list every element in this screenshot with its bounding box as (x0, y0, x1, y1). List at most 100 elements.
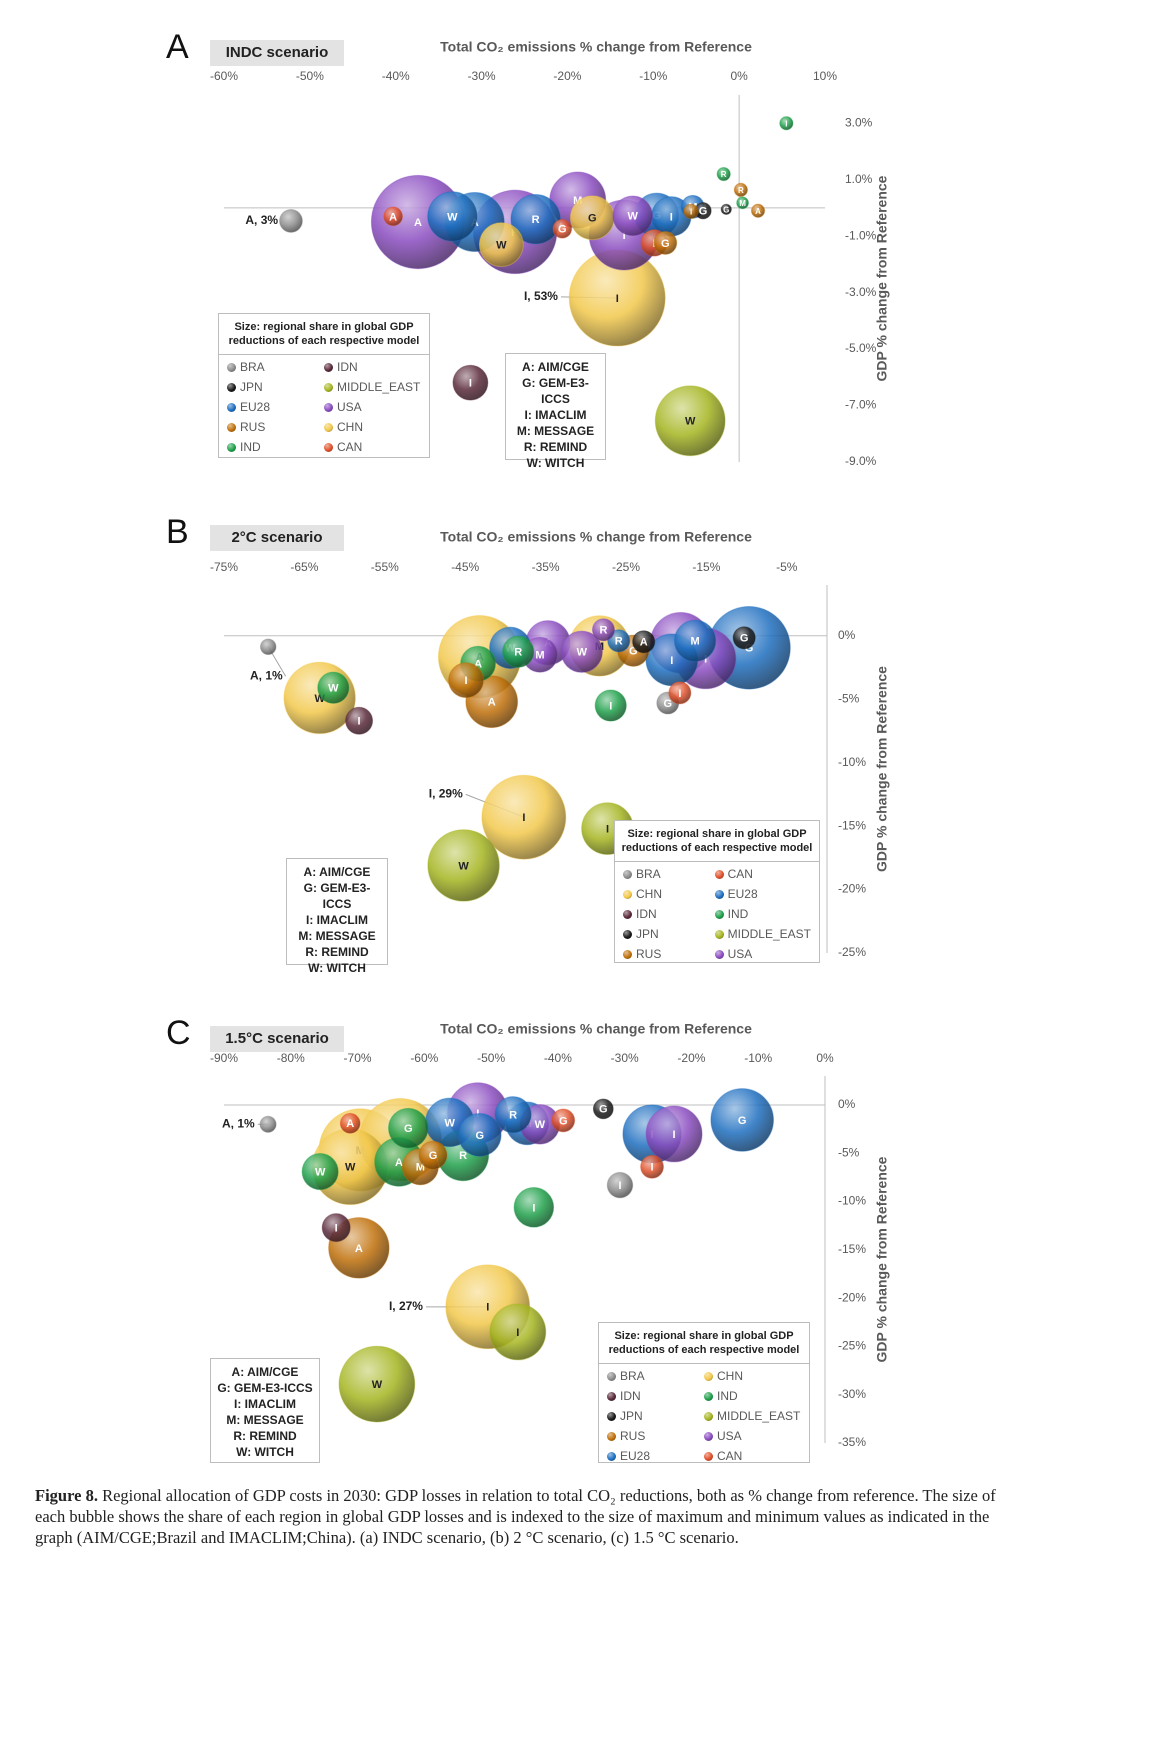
annotation: I, 53% (524, 289, 558, 303)
legend-swatch (714, 929, 724, 939)
legend-label: USA (717, 1429, 742, 1443)
bubble (779, 116, 794, 131)
legend-label: MIDDLE_EAST (727, 927, 811, 941)
legend-grid: BRA CAN CHN EU28 IDN IND JPN MIDDLE_EAST RUS USA (615, 862, 819, 966)
x-tick-label: 0% (730, 69, 748, 83)
legend-item: BRA (607, 1368, 704, 1384)
legend-item: MIDDLE_EAST (704, 1408, 801, 1424)
bubble-label: R (514, 647, 522, 659)
legend-item: USA (714, 946, 811, 962)
legend-grid: BRA CHN IDN IND JPN MIDDLE_EAST RUS USA EU28 CAN (599, 1364, 809, 1468)
legend-label: IND (717, 1389, 738, 1403)
bubble-label: A (640, 637, 648, 649)
legend-item: RUS (607, 1428, 704, 1444)
legend-swatch (227, 442, 236, 452)
bubble-label: A (346, 1118, 354, 1130)
bubble-label: G (661, 238, 670, 250)
bubble (259, 1115, 277, 1133)
bubble-label: R (509, 1110, 517, 1122)
bubble-label: I (670, 211, 673, 223)
bubble-label: A (755, 207, 761, 216)
y-tick-label: -30% (838, 1387, 866, 1401)
x-axis-title: Total CO₂ emissions % change from Refere… (440, 1021, 752, 1037)
caption: Figure 8. Regional allocation of GDP cos… (35, 1485, 1027, 1548)
legend-label: CHN (636, 887, 662, 901)
y-tick-label: -10% (838, 755, 866, 769)
bubble-label: I (785, 119, 787, 128)
bubble (720, 203, 732, 215)
legend-label: JPN (636, 927, 659, 941)
bubble-label: G (723, 205, 729, 214)
legend-item: IDN (324, 359, 421, 375)
legend-swatch (623, 869, 632, 879)
bubble (732, 626, 756, 650)
model-key-entry: R: REMIND (233, 1429, 297, 1443)
legend-label: CAN (727, 867, 753, 881)
bubble-label: I (335, 1223, 338, 1235)
bubble (606, 1171, 634, 1199)
caption-label: Figure 8. (35, 1486, 98, 1505)
x-axis-title: Total CO₂ emissions % change from Refere… (440, 39, 752, 55)
bubble-label: M (535, 650, 544, 662)
legend-title: Size: regional share in global GDP reduc… (599, 1323, 809, 1364)
x-tick-label: -30% (611, 1051, 639, 1065)
panel-title: 1.5°C scenario (210, 1026, 344, 1052)
y-tick-label: -5% (838, 1145, 860, 1159)
bubble (510, 194, 561, 245)
bubble (607, 629, 631, 653)
x-tick-label: 10% (813, 69, 837, 83)
x-tick-label: -90% (210, 1051, 238, 1065)
bubble-label: W (627, 211, 638, 223)
legend-label: CAN (717, 1449, 743, 1463)
legend-item: JPN (227, 379, 324, 395)
x-tick-label: -50% (477, 1051, 505, 1065)
model-key-entry: G: GEM-E3-ICCS (217, 1381, 313, 1395)
bubble-label: M (739, 199, 746, 208)
model-key-entry: W: WITCH (526, 456, 585, 470)
panel-letter: A (166, 28, 189, 66)
annotation: I, 27% (389, 1299, 423, 1313)
bubble (481, 774, 567, 860)
legend-swatch (324, 442, 333, 452)
bubble-label: R (532, 214, 540, 226)
y-tick-label: 0% (838, 1097, 856, 1111)
bubble-label: R (738, 186, 744, 195)
x-tick-label: -15% (692, 560, 720, 574)
legend-label: BRA (240, 360, 265, 374)
bubble-label: W (535, 1119, 546, 1131)
annotation: A, 1% (250, 669, 283, 683)
bubble-label: G (745, 643, 754, 655)
legend-swatch (324, 422, 333, 432)
x-tick-label: -50% (296, 69, 324, 83)
model-key-entry: G: GEM-E3-ICCS (522, 376, 589, 406)
legend-swatch (714, 909, 724, 919)
bubble (339, 1112, 361, 1134)
bubble (452, 364, 489, 401)
legend-item: CAN (324, 439, 421, 455)
legend-item: IDN (607, 1388, 704, 1404)
x-tick-label: -80% (277, 1051, 305, 1065)
legend-swatch (623, 889, 632, 899)
legend-label: RUS (636, 947, 662, 961)
bubble-label: I (670, 655, 673, 667)
bubble-label: G (629, 646, 638, 658)
bubble (427, 191, 478, 242)
bubble-label: W (345, 1162, 356, 1174)
legend-swatch (227, 402, 236, 412)
bubble-label: G (699, 206, 708, 218)
bubble (674, 619, 717, 662)
bubble (654, 385, 726, 457)
bubble-label: I (358, 716, 361, 728)
legend-item: EU28 (227, 399, 324, 415)
annotation: I, 29% (429, 787, 463, 801)
bubble-label: G (558, 224, 567, 236)
legend-item: JPN (623, 926, 715, 942)
model-key-entry: R: REMIND (523, 440, 588, 454)
bubble (321, 1213, 351, 1243)
model-key-entry: R: REMIND (305, 945, 369, 959)
x-tick-label: -35% (532, 560, 560, 574)
x-axis-title: Total CO₂ emissions % change from Refere… (440, 529, 752, 545)
legend-swatch (227, 362, 236, 372)
y-tick-label: 0% (838, 628, 856, 642)
